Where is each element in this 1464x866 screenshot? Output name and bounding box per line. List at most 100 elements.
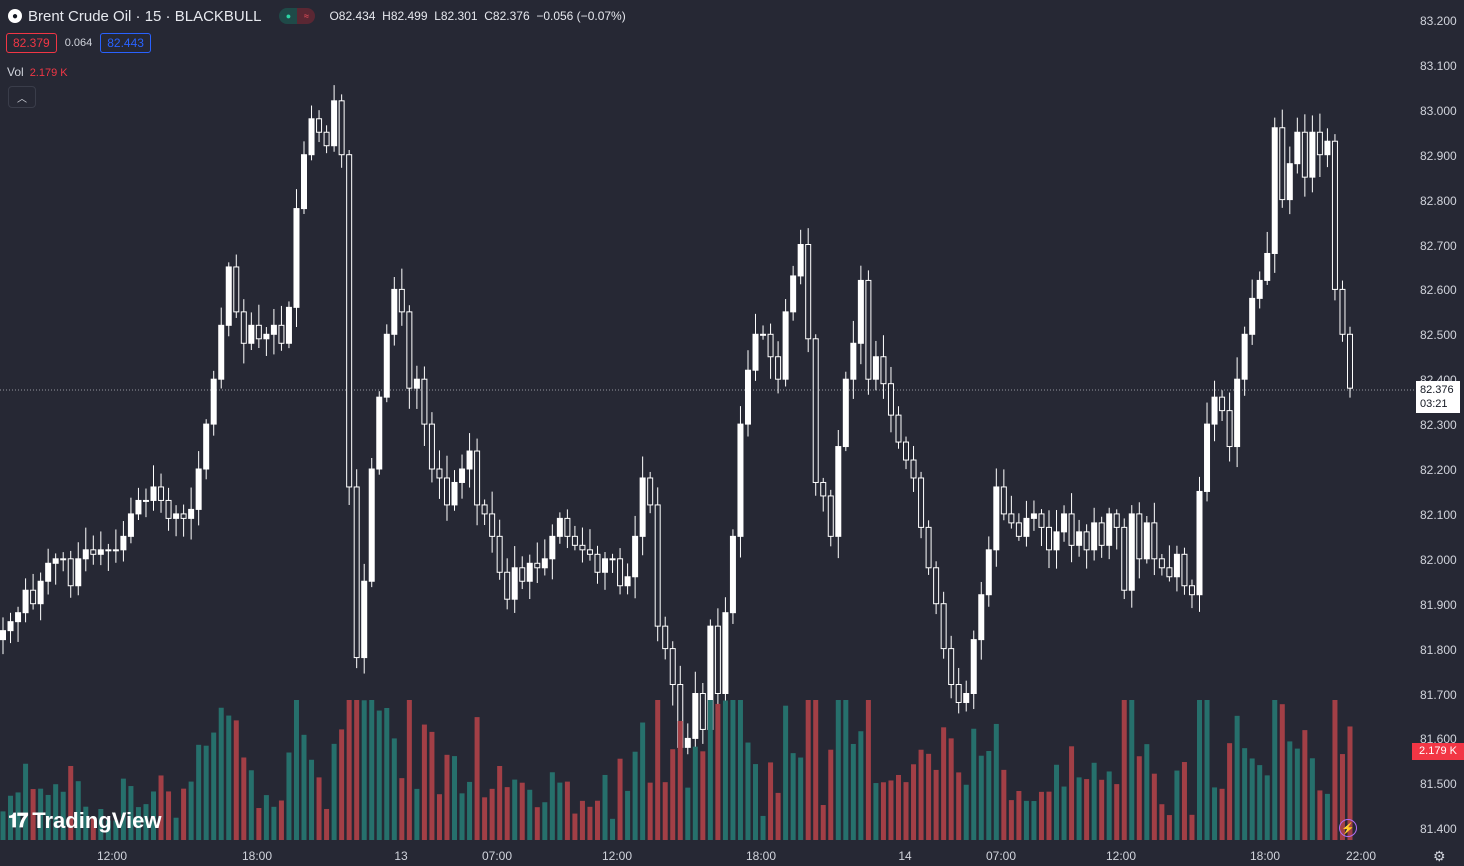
candle-body	[1324, 140, 1331, 156]
price-tick-label: 82.100	[1420, 507, 1457, 522]
volume-bar	[1272, 700, 1278, 840]
volume-bar	[489, 788, 495, 840]
candle-body	[1166, 567, 1173, 578]
candle-body	[586, 549, 593, 555]
candle-body	[978, 594, 985, 641]
volume-bar	[1242, 748, 1248, 840]
volume-bar	[692, 746, 698, 840]
volume-bar	[805, 700, 811, 840]
volume-bar	[316, 777, 322, 840]
volume-bar	[30, 789, 36, 840]
volume-bar	[1151, 773, 1157, 840]
candle-body	[812, 338, 819, 483]
volume-bar	[53, 784, 59, 840]
candle-body	[737, 423, 744, 537]
volume-bar	[1136, 756, 1142, 840]
candle-body	[1181, 553, 1188, 587]
candle-body	[1249, 297, 1256, 335]
volume-bar	[1309, 758, 1315, 840]
candle-body	[684, 737, 691, 748]
candle-body	[0, 630, 6, 641]
candle-body	[90, 549, 97, 555]
market-status-toggle[interactable]: ● ≈	[279, 8, 316, 24]
candle-body	[413, 378, 420, 389]
market-open-icon: ●	[279, 8, 298, 24]
volume-bar	[1317, 790, 1323, 840]
volume-bar	[474, 717, 480, 840]
candle-body	[1173, 553, 1180, 578]
volume-bar	[1189, 814, 1195, 840]
candle-body	[632, 535, 639, 578]
time-tick-label: 13	[394, 849, 408, 863]
high-value: H82.499	[382, 9, 428, 23]
candle-body	[1136, 513, 1143, 560]
volume-bar	[948, 738, 954, 840]
candle-body	[1015, 522, 1022, 537]
candle-body	[571, 535, 578, 546]
chevron-up-icon[interactable]: ︿	[8, 86, 36, 108]
volume-bar	[610, 818, 616, 840]
volume-bar	[278, 800, 284, 840]
change-value: −0.056 (−0.07%)	[536, 9, 626, 23]
candle-body	[1023, 517, 1030, 537]
volume-bar	[986, 751, 992, 840]
volume-bar	[579, 800, 585, 840]
volume-bar	[1076, 777, 1082, 840]
candle-body	[1309, 131, 1316, 178]
tradingview-logo[interactable]: 𝟏𝟕 TradingView	[8, 808, 161, 834]
volume-bar	[482, 797, 488, 840]
volume-bar	[256, 808, 262, 840]
volume-bar	[911, 764, 917, 840]
price-tick-label: 81.500	[1420, 777, 1457, 792]
volume-bar	[504, 787, 510, 840]
candle-body	[391, 288, 398, 335]
volume-bar	[594, 800, 600, 840]
candle-body	[1000, 486, 1007, 515]
candle-body	[918, 477, 925, 528]
volume-legend[interactable]: Vol 2.179 K	[7, 65, 68, 79]
spread-value: 0.064	[64, 37, 93, 49]
candle-body	[526, 562, 533, 582]
candle-body	[263, 333, 270, 340]
volume-bar	[527, 789, 533, 840]
volume-bar	[293, 700, 299, 840]
candle-body	[842, 378, 849, 448]
sell-button[interactable]: 82.379	[6, 33, 57, 53]
candle-body	[285, 306, 292, 344]
candle-body	[496, 535, 503, 573]
volume-bar	[1129, 700, 1135, 840]
volume-bar	[730, 700, 736, 840]
candle-body	[511, 567, 518, 600]
candle-body	[346, 154, 353, 488]
candle-body	[195, 468, 202, 510]
candle-body	[248, 324, 255, 344]
price-tick-label: 81.400	[1420, 822, 1457, 837]
volume-bar	[903, 782, 909, 840]
candle-body	[805, 244, 812, 340]
low-value: L82.301	[434, 9, 478, 23]
volume-bar	[1114, 784, 1120, 840]
candle-body	[421, 378, 428, 425]
buy-button[interactable]: 82.443	[100, 33, 151, 53]
candle-body	[436, 468, 443, 479]
gear-icon[interactable]: ⚙	[1433, 848, 1446, 864]
price-tick-label: 82.500	[1420, 328, 1457, 343]
open-value: O82.434	[329, 9, 376, 23]
candle-body	[1279, 127, 1286, 201]
symbol-title[interactable]: Brent Crude Oil · 15 · BLACKBULL	[28, 7, 262, 25]
volume-bar	[933, 769, 939, 840]
lightning-icon[interactable]: ⚡	[1339, 819, 1357, 837]
volume-bar	[135, 807, 141, 840]
close-value: C82.376	[484, 9, 530, 23]
price-tick-label: 81.700	[1420, 687, 1457, 702]
candle-body	[985, 549, 992, 596]
volume-bar	[151, 791, 157, 840]
volume-bar	[1196, 700, 1202, 840]
candle-body	[52, 558, 59, 564]
volume-bar	[23, 763, 29, 840]
volume-bar	[1279, 704, 1285, 840]
volume-bar	[564, 781, 570, 840]
candle-body	[519, 567, 526, 582]
volume-bar	[617, 758, 623, 840]
